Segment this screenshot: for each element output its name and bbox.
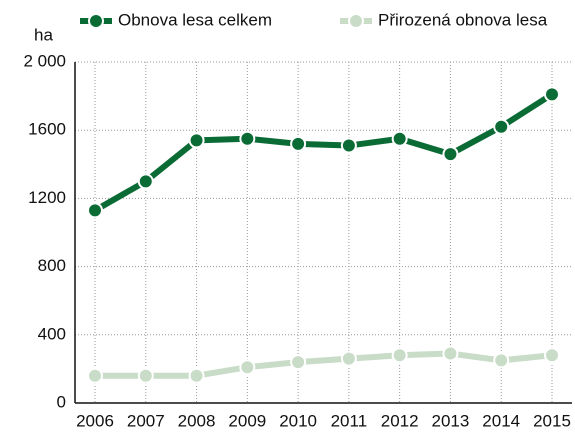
point — [188, 132, 205, 149]
legend-label: Obnova lesa celkem — [118, 10, 272, 29]
y-tick-label: 800 — [38, 256, 66, 275]
point — [544, 86, 560, 103]
x-tick-label: 2012 — [381, 411, 419, 430]
y-tick-label: 0 — [57, 392, 66, 411]
x-tick-label: 2006 — [76, 411, 114, 430]
point — [137, 173, 154, 190]
legend-label: Přirozená obnova lesa — [378, 10, 548, 29]
point — [442, 146, 459, 163]
y-tick-label: 400 — [38, 324, 66, 343]
x-tick-label: 2009 — [228, 411, 266, 430]
x-tick-label: 2010 — [279, 411, 317, 430]
point — [290, 135, 307, 152]
series-line — [95, 350, 553, 379]
y-tick-label: 1200 — [28, 188, 66, 207]
point — [340, 350, 357, 367]
x-tick-label: 2014 — [482, 411, 520, 430]
point — [340, 137, 357, 154]
x-tick-label: 2008 — [178, 411, 216, 430]
legend-dot — [348, 13, 364, 29]
y-axis-label: ha — [34, 25, 53, 44]
point — [493, 352, 510, 369]
point — [239, 359, 256, 376]
y-tick-label: 1600 — [28, 120, 66, 139]
point — [493, 118, 510, 135]
point — [290, 354, 307, 371]
x-tick-label: 2007 — [127, 411, 165, 430]
point — [544, 347, 560, 364]
point — [442, 345, 459, 362]
x-tick-label: 2011 — [331, 411, 368, 430]
point — [239, 130, 256, 147]
x-tick-label: 2013 — [432, 411, 470, 430]
point — [137, 367, 154, 384]
point — [87, 202, 103, 219]
point — [391, 347, 408, 364]
y-tick-label: 2 000 — [23, 51, 66, 70]
point — [188, 367, 205, 384]
point — [87, 367, 103, 384]
x-tick-label: 2015 — [533, 411, 571, 430]
point — [391, 130, 408, 147]
legend-dot — [88, 13, 104, 29]
series-line — [93, 91, 554, 213]
